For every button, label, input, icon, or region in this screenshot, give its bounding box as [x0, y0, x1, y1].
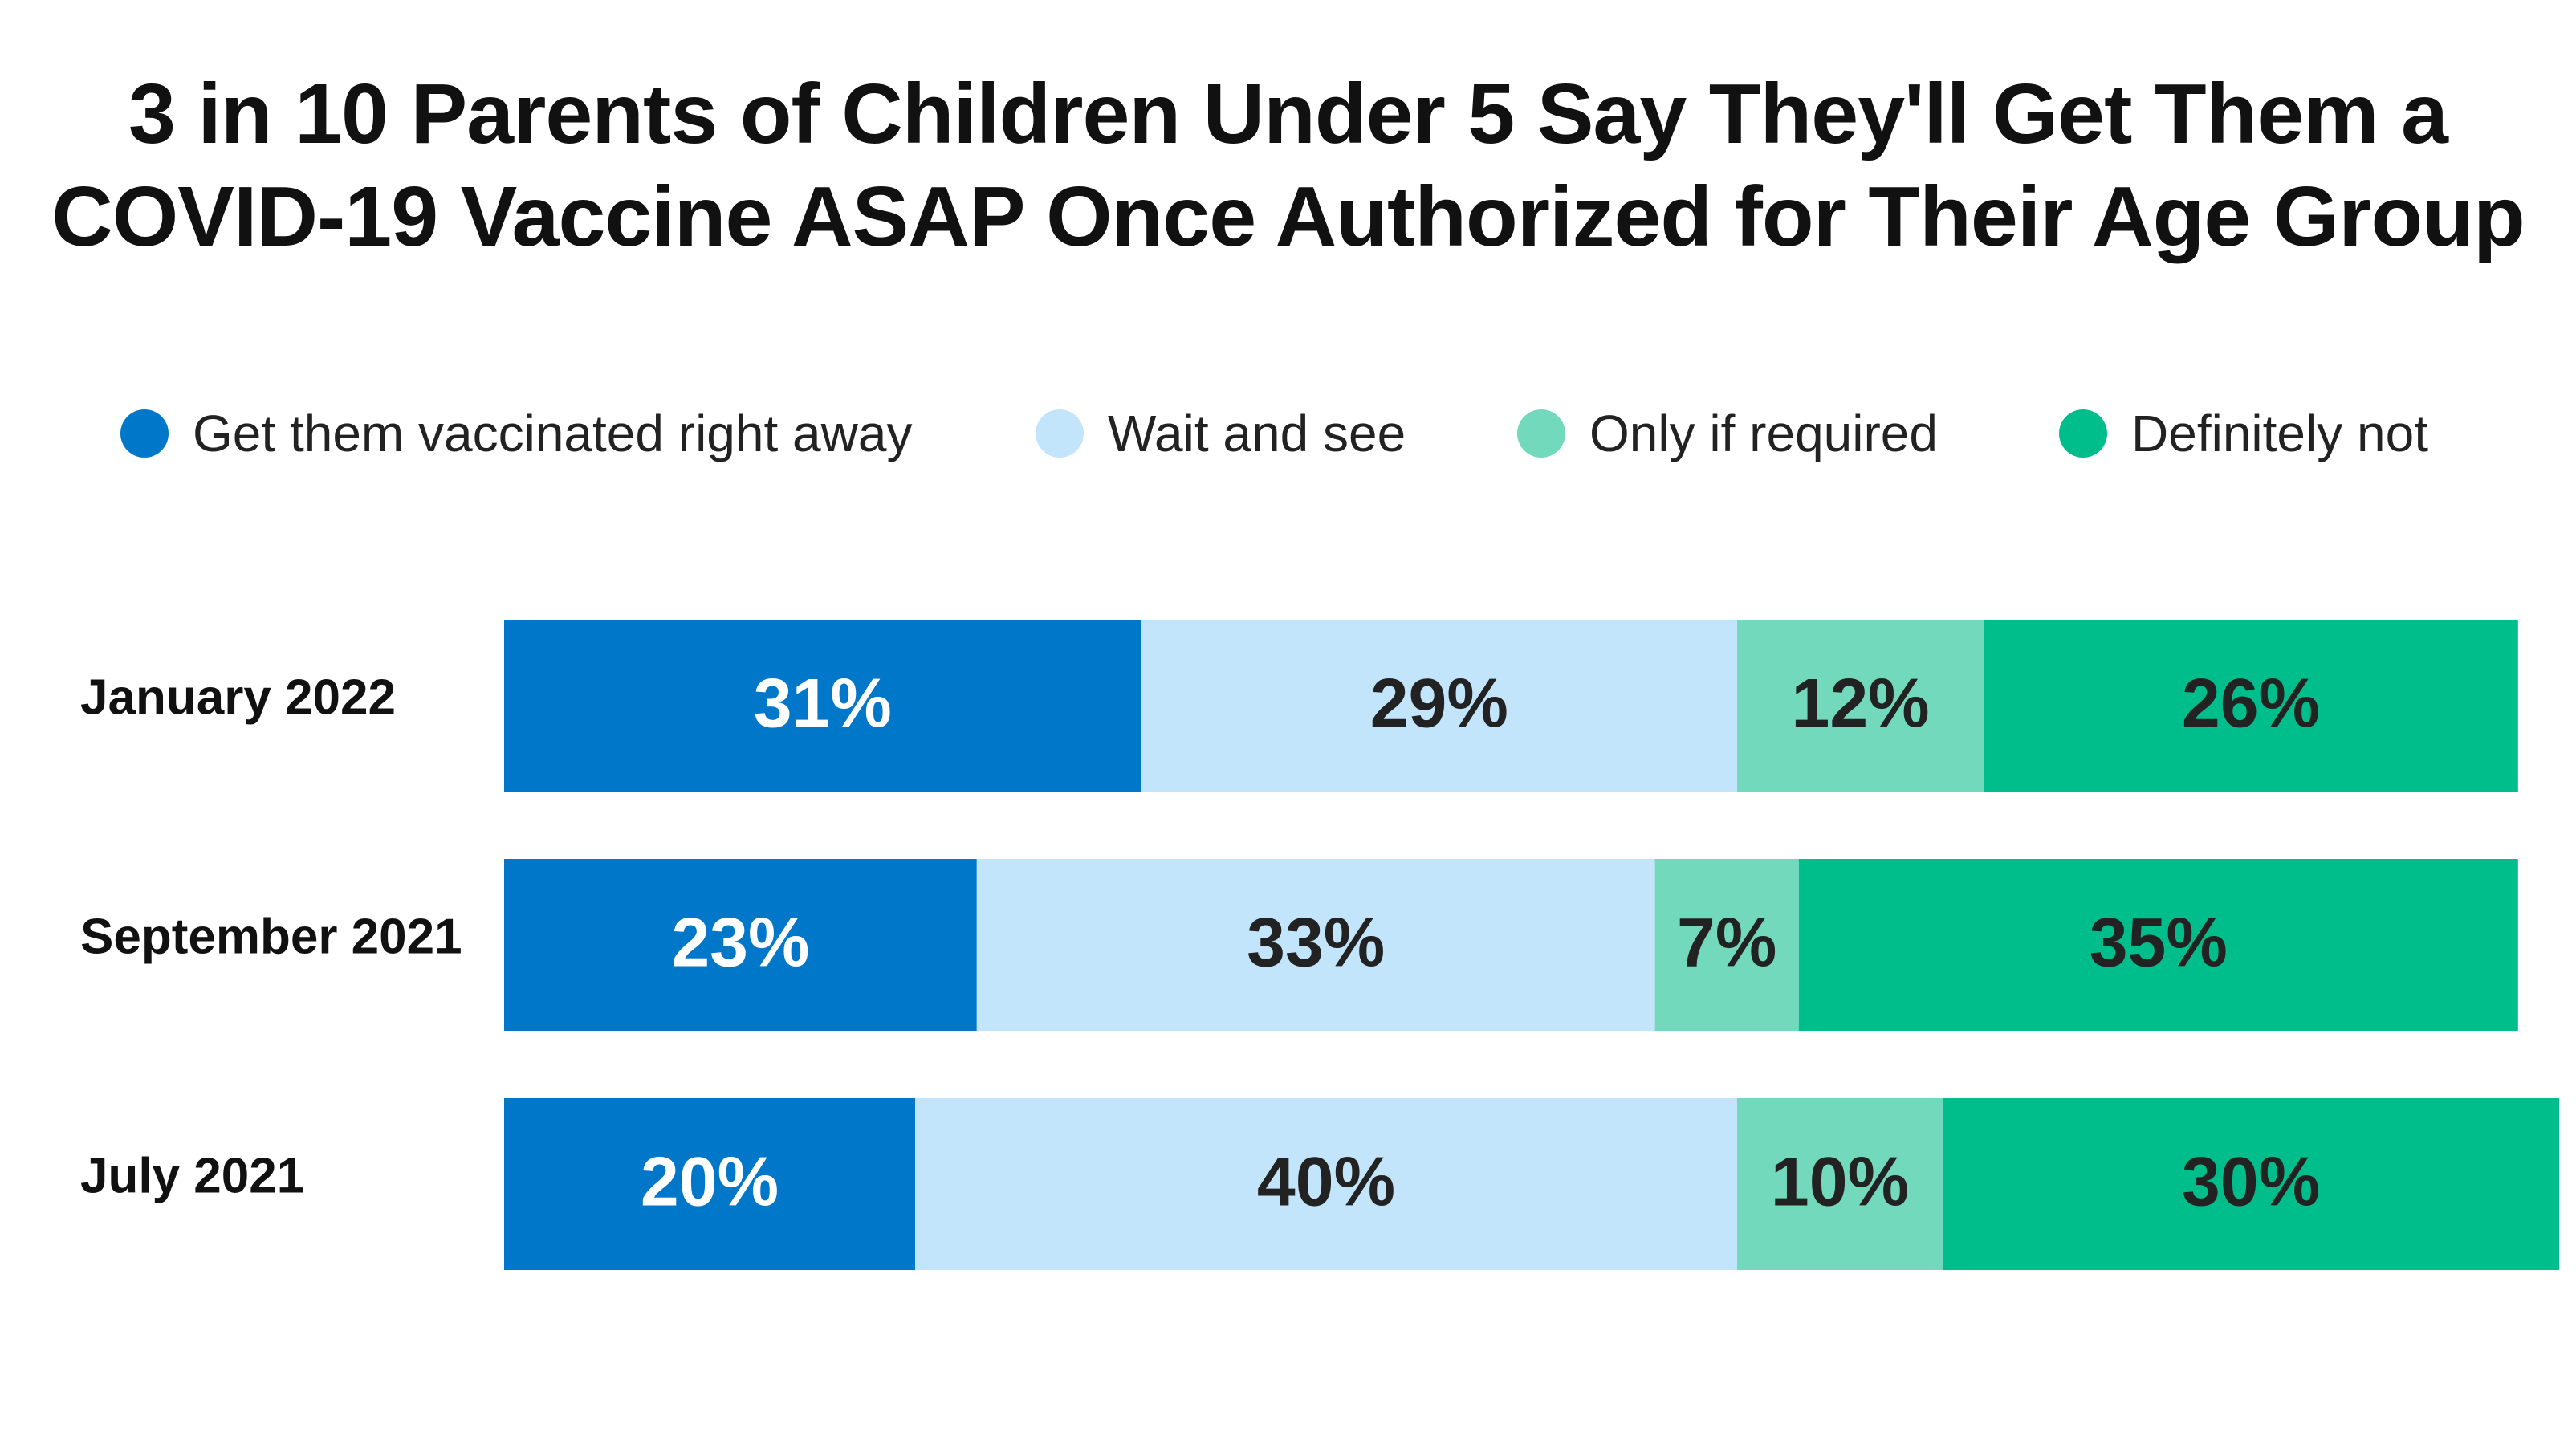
bar-jan-2022-wait-and-see [1141, 620, 1737, 792]
bar-jul-2021-definitely-not [1943, 1098, 2559, 1270]
bar-label-sep-2021-only-if-required: 7% [1677, 905, 1776, 982]
bar-jul-2021-only-if-required [1737, 1098, 1943, 1270]
legend-swatch-definitely-not [2059, 409, 2107, 458]
bar-jan-2022-definitely-not [1984, 620, 2518, 792]
legend-swatch-wait-and-see [1036, 409, 1084, 458]
row-label-jul-2021: July 2021 [80, 1148, 304, 1203]
legend-label-only-if-required: Only if required [1589, 405, 1938, 462]
bar-label-jul-2021-definitely-not: 30% [2182, 1144, 2320, 1221]
chart-title: 3 in 10 Parents of Children Under 5 Say … [0, 63, 2576, 268]
bar-label-sep-2021-definitely-not: 35% [2090, 905, 2228, 982]
legend-swatch-only-if-required [1517, 409, 1565, 458]
bar-label-jul-2021-only-if-required: 10% [1771, 1144, 1909, 1221]
bar-label-sep-2021-wait-and-see: 33% [1247, 905, 1385, 982]
bar-label-jul-2021-vaccinate-now: 20% [641, 1144, 779, 1221]
bar-jan-2022-only-if-required [1737, 620, 1984, 792]
bar-jan-2022-vaccinate-now [504, 620, 1141, 792]
bar-label-jan-2022-only-if-required: 12% [1792, 666, 1930, 743]
row-label-jan-2022: January 2022 [80, 670, 396, 725]
legend-item-wait-and-see: Wait and see [1036, 401, 1406, 466]
chart-title-line-2: COVID-19 Vaccine ASAP Once Authorized fo… [51, 169, 2525, 264]
legend-item-vaccinate-now: Get them vaccinated right away [120, 401, 912, 466]
legend-label-wait-and-see: Wait and see [1108, 405, 1406, 462]
bar-jul-2021-vaccinate-now [504, 1098, 915, 1270]
bar-label-jul-2021-wait-and-see: 40% [1257, 1144, 1395, 1221]
row-label-sep-2021: September 2021 [80, 909, 462, 964]
legend-label-vaccinate-now: Get them vaccinated right away [193, 405, 913, 462]
bar-sep-2021-only-if-required [1654, 859, 1799, 1031]
chart-title-line-1: 3 in 10 Parents of Children Under 5 Say … [128, 67, 2448, 161]
bar-jul-2021-wait-and-see [915, 1098, 1737, 1270]
bar-label-sep-2021-vaccinate-now: 23% [671, 905, 809, 982]
legend-item-definitely-not: Definitely not [2059, 401, 2428, 466]
bar-sep-2021-wait-and-see [976, 859, 1655, 1031]
chart-legend: Get them vaccinated right away Wait and … [0, 401, 2576, 466]
legend-label-definitely-not: Definitely not [2131, 405, 2428, 462]
bar-sep-2021-definitely-not [1798, 859, 2518, 1031]
bar-label-jan-2022-vaccinate-now: 31% [754, 666, 892, 743]
legend-item-only-if-required: Only if required [1517, 401, 1938, 466]
bar-label-jan-2022-definitely-not: 26% [2182, 666, 2320, 743]
bar-label-jan-2022-wait-and-see: 29% [1370, 666, 1508, 743]
legend-swatch-vaccinate-now [120, 409, 169, 458]
bar-sep-2021-vaccinate-now [504, 859, 977, 1031]
